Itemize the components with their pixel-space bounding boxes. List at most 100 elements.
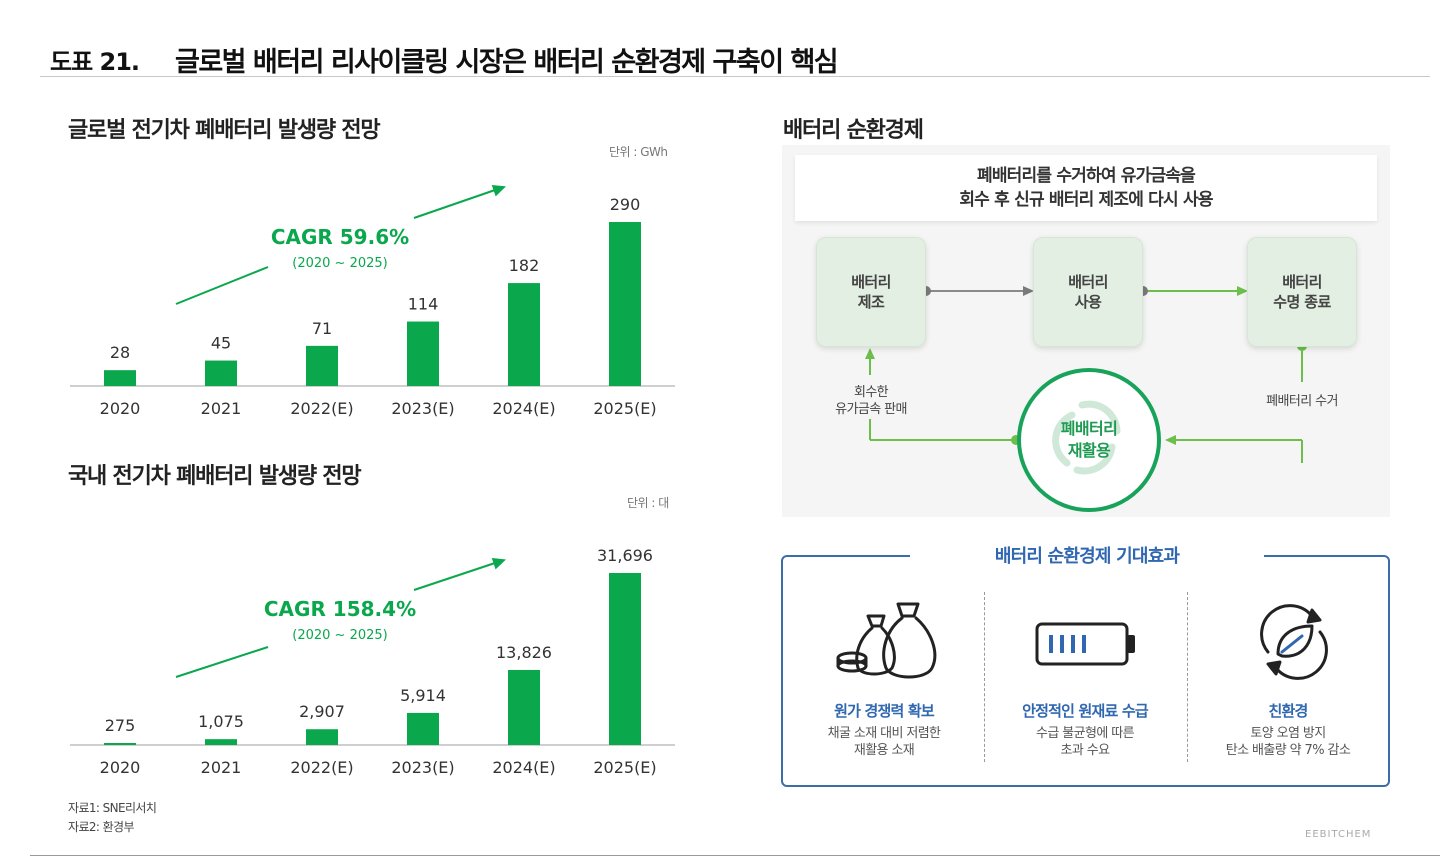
header-divider — [40, 76, 1430, 77]
recycling-label: 폐배터리 재활용 — [1029, 418, 1149, 462]
chart2-bar — [205, 739, 237, 745]
banner-line-2: 회수 후 신규 배터리 제조에 다시 사용 — [959, 190, 1213, 210]
chart2-value-label: 31,696 — [597, 546, 653, 565]
stage-use-line2: 사용 — [1074, 293, 1102, 311]
chart1-category-label: 2021 — [201, 399, 242, 418]
chart2-bar — [104, 743, 136, 745]
chart1-category-label: 2024(E) — [492, 399, 555, 418]
circular-title: 배터리 순환경제 — [783, 118, 924, 143]
recycle-symbol-icon — [1052, 400, 1121, 475]
chart2-category-label: 2023(E) — [391, 758, 454, 777]
chart2-title: 국내 전기차 폐배터리 발생량 전망 — [68, 464, 362, 489]
chart1-category-label: 2023(E) — [391, 399, 454, 418]
recycling-label-line2: 재활용 — [1067, 441, 1111, 460]
source-2: 자료2: 환경부 — [68, 820, 135, 834]
chart2-value-label: 275 — [105, 716, 136, 735]
effect-supply-desc-1: 수급 불균형에 따른 — [1036, 726, 1135, 741]
circular-flow-arrows — [865, 286, 1307, 512]
chart2-bar — [407, 712, 439, 745]
chart2-trend-line-upper — [413, 562, 496, 591]
effects-divider-1 — [984, 592, 985, 762]
chart1-value-label: 45 — [211, 334, 231, 353]
global-battery-chart: 28 2020 45 2021 71 2022(E) 114 2023(E) 182 2024(E… — [70, 184, 675, 418]
battery-icon — [1035, 622, 1135, 666]
domestic-battery-chart: 275 2020 1,075 2021 2,907 2022(E) 5,914 2023(E)… — [70, 546, 675, 777]
effect-eco-desc: 토양 오염 방지 탄소 배출량 약 7% 감소 — [1193, 725, 1383, 759]
chart2-category-label: 2021 — [201, 758, 242, 777]
stage-end-of-life: 배터리 수명 종료 — [1247, 237, 1357, 347]
effect-cost-title: 원가 경쟁력 확보 — [834, 702, 935, 720]
chart2-category-label: 2022(E) — [290, 758, 353, 777]
recycling-label-line1: 폐배터리 — [1060, 419, 1118, 438]
figure-number: 도표 21. — [50, 48, 140, 76]
chart2-value-label: 1,075 — [198, 712, 244, 731]
chart1-value-label: 71 — [312, 319, 332, 338]
chart2-category-label: 2024(E) — [492, 758, 555, 777]
chart1-category-label: 2020 — [100, 399, 141, 418]
effects-title: 배터리 순환경제 기대효과 — [910, 542, 1264, 572]
flow-arrowhead-3 — [1165, 435, 1176, 445]
source-1: 자료1: SNE리서치 — [68, 801, 157, 815]
flow-arrowhead-2 — [1237, 286, 1248, 296]
left-note-line2: 유가금속 판매 — [835, 402, 907, 417]
chart1-value-label: 28 — [110, 343, 130, 362]
chart2-bar — [508, 669, 540, 745]
effect-supply: 안정적인 원재료 수급 수급 불균형에 따른 초과 수요 — [990, 700, 1180, 759]
page-title: 글로벌 배터리 리사이클링 시장은 배터리 순환경제 구축이 핵심 — [175, 47, 839, 78]
chart2-unit: 단위 : 대 — [627, 496, 669, 510]
chart2-category-label: 2020 — [100, 758, 141, 777]
stage-manufacture-line1: 배터리 — [851, 273, 891, 291]
chart1-bar — [306, 345, 338, 386]
banner-line-1: 폐배터리를 수거하여 유가금속을 — [977, 166, 1196, 186]
chart1-bar — [609, 222, 641, 386]
chart1-trend-line-lower — [175, 266, 269, 305]
left-flow-note: 회수한 유가금속 판매 — [815, 384, 927, 418]
left-note-line1: 회수한 — [853, 385, 889, 400]
chart1-bar — [104, 370, 136, 386]
stage-use-line1: 배터리 — [1068, 273, 1108, 291]
effect-cost-desc-1: 채굴 소재 대비 저렴한 — [827, 726, 941, 741]
chart2-value-label: 5,914 — [400, 686, 446, 705]
effect-eco-desc-2: 탄소 배출량 약 7% 감소 — [1225, 743, 1351, 758]
effect-supply-desc-2: 초과 수요 — [1060, 743, 1111, 758]
stage-manufacture-line2: 제조 — [857, 293, 885, 311]
chart1-trend-line-upper — [413, 189, 496, 219]
brand-watermark: EEBITCHEM — [1305, 829, 1372, 840]
chart1-unit: 단위 : GWh — [609, 145, 668, 159]
page-header: 도표 21. 글로벌 배터리 리사이클링 시장은 배터리 순환경제 구축이 핵심 — [50, 38, 1430, 80]
right-flow-note: 폐배터리 수거 — [1266, 394, 1338, 409]
money-bags-icon — [836, 602, 937, 679]
effect-eco-title: 친환경 — [1268, 702, 1308, 720]
chart2-trend-line-lower — [175, 646, 269, 678]
chart1-value-label: 182 — [509, 256, 540, 275]
chart1-category-label: 2025(E) — [593, 399, 656, 418]
effect-eco-desc-1: 토양 오염 방지 — [1250, 726, 1326, 741]
flow-arrowhead-1 — [1023, 286, 1034, 296]
chart2-value-label: 2,907 — [299, 702, 345, 721]
stage-use: 배터리 사용 — [1033, 237, 1143, 347]
effect-supply-desc: 수급 불균형에 따른 초과 수요 — [990, 725, 1180, 759]
effect-cost-desc: 채굴 소재 대비 저렴한 재활용 소재 — [789, 725, 979, 759]
chart1-title: 글로벌 전기차 폐배터리 발생량 전망 — [68, 118, 381, 143]
effect-supply-title: 안정적인 원재료 수급 — [1022, 702, 1149, 720]
chart2-bar — [306, 729, 338, 745]
chart1-trend-arrowhead — [491, 184, 506, 197]
stage-manufacture: 배터리 제조 — [816, 237, 926, 347]
chart2-cagr-period: (2020 ~ 2025) — [292, 628, 387, 643]
circular-banner: 폐배터리를 수거하여 유가금속을 회수 후 신규 배터리 제조에 다시 사용 — [795, 155, 1377, 221]
chart1-bar — [205, 360, 237, 386]
chart2-trend-arrowhead — [491, 557, 506, 570]
chart2-value-label: 13,826 — [496, 643, 552, 662]
chart2-category-label: 2025(E) — [593, 758, 656, 777]
stage-eol-line1: 배터리 — [1282, 273, 1322, 291]
chart1-bar — [508, 283, 540, 386]
source-list: 자료1: SNE리서치 자료2: 환경부 — [68, 799, 157, 837]
chart2-bar — [609, 573, 641, 745]
chart1-cagr-label: CAGR 59.6% — [271, 225, 409, 249]
chart2-cagr-label: CAGR 158.4% — [264, 597, 416, 621]
chart1-value-label: 114 — [408, 295, 439, 314]
effects-divider-2 — [1187, 592, 1188, 762]
effect-cost-desc-2: 재활용 소재 — [853, 743, 915, 758]
eco-leaf-icon — [1260, 604, 1328, 680]
effect-cost: 원가 경쟁력 확보 채굴 소재 대비 저렴한 재활용 소재 — [789, 700, 979, 759]
